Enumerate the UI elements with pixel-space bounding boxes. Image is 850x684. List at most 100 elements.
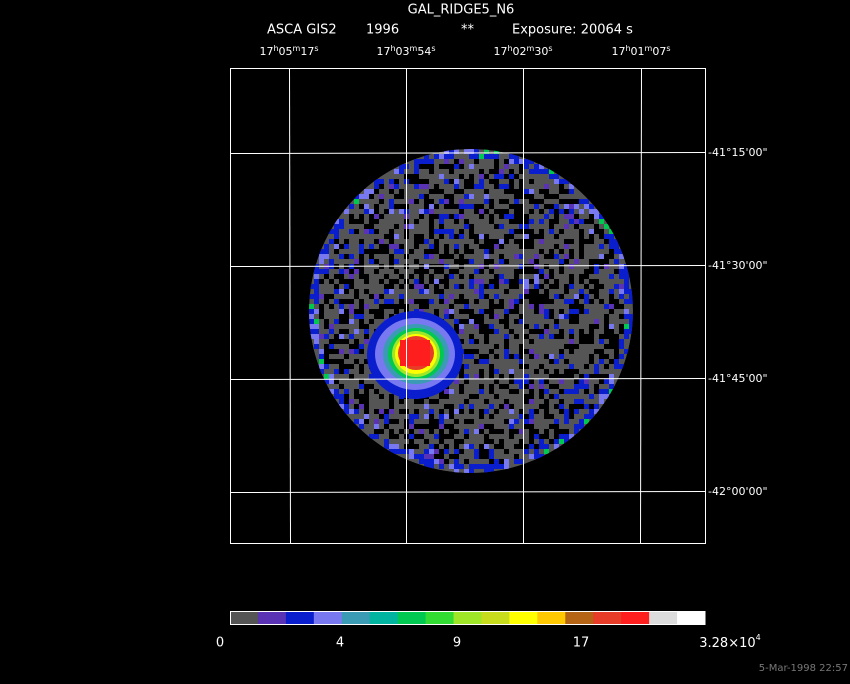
pixel xyxy=(519,269,524,274)
pixel xyxy=(619,294,624,299)
pixel xyxy=(364,414,369,419)
pixel xyxy=(519,384,524,389)
pixel xyxy=(484,454,489,459)
pixel xyxy=(559,429,564,434)
pixel xyxy=(539,364,544,369)
pixel xyxy=(414,269,419,274)
pixel xyxy=(459,389,464,394)
pixel xyxy=(424,304,429,309)
pixel xyxy=(364,204,369,209)
pixel xyxy=(484,249,489,254)
pixel xyxy=(614,334,619,339)
pixel xyxy=(509,389,514,394)
pixel xyxy=(414,169,419,174)
pixel xyxy=(589,219,594,224)
colorbar-label: 0 xyxy=(216,636,224,651)
pixel xyxy=(589,204,594,209)
pixel xyxy=(434,279,439,284)
pixel xyxy=(579,219,584,224)
pixel xyxy=(504,214,509,219)
pixel xyxy=(559,389,564,394)
pixel xyxy=(579,419,584,424)
pixel xyxy=(479,429,484,434)
pixel xyxy=(534,304,539,309)
pixel xyxy=(559,434,564,439)
pixel xyxy=(324,324,329,329)
pixel xyxy=(479,324,484,329)
pixel xyxy=(569,199,574,204)
pixel xyxy=(604,319,609,324)
pixel xyxy=(384,424,389,429)
pixel xyxy=(389,254,394,259)
pixel xyxy=(314,344,319,349)
pixel xyxy=(414,279,419,284)
pixel xyxy=(394,419,399,424)
pixel xyxy=(344,299,349,304)
pixel xyxy=(379,249,384,254)
pixel xyxy=(579,229,584,234)
pixel xyxy=(604,254,609,259)
pixel xyxy=(479,289,484,294)
pixel xyxy=(554,174,559,179)
pixel xyxy=(494,314,499,319)
pixel xyxy=(614,244,619,249)
pixel xyxy=(359,314,364,319)
pixel xyxy=(579,309,584,314)
pixel xyxy=(409,444,414,449)
pixel xyxy=(434,204,439,209)
pixel xyxy=(629,294,633,299)
pixel xyxy=(454,184,459,189)
pixel xyxy=(439,259,444,264)
pixel xyxy=(539,299,544,304)
pixel xyxy=(339,304,344,309)
pixel xyxy=(389,394,394,399)
pixel xyxy=(564,429,569,434)
pixel xyxy=(349,364,354,369)
pixel xyxy=(329,324,334,329)
pixel xyxy=(564,259,569,264)
pixel xyxy=(534,164,539,169)
pixel xyxy=(494,379,499,384)
pixel xyxy=(319,314,324,319)
pixel xyxy=(424,439,429,444)
pixel xyxy=(489,414,494,419)
pixel xyxy=(389,404,394,409)
pixel xyxy=(344,404,349,409)
pixel xyxy=(539,164,544,169)
pixel xyxy=(524,164,529,169)
pixel xyxy=(389,244,394,249)
pixel xyxy=(599,244,604,249)
pixel xyxy=(454,164,459,169)
pixel xyxy=(444,309,449,314)
pixel xyxy=(629,329,633,334)
pixel xyxy=(569,184,574,189)
pixel xyxy=(434,269,439,274)
pixel xyxy=(314,269,319,274)
pixel xyxy=(554,179,559,184)
pixel xyxy=(509,154,514,159)
bright-source xyxy=(367,311,463,399)
pixel xyxy=(514,254,519,259)
pixel xyxy=(594,259,599,264)
pixel xyxy=(354,269,359,274)
pixel xyxy=(429,429,434,434)
pixel xyxy=(619,274,624,279)
timestamp: 5-Mar-1998 22:57 xyxy=(759,663,848,674)
pixel xyxy=(474,279,479,284)
pixel xyxy=(559,209,564,214)
pixel xyxy=(314,329,319,334)
pixel xyxy=(454,234,459,239)
pixel xyxy=(504,339,509,344)
pixel xyxy=(514,429,519,434)
pixel xyxy=(544,204,549,209)
ra-value: 17 xyxy=(611,45,625,58)
pixel xyxy=(509,174,514,179)
pixel xyxy=(604,374,609,379)
pixel xyxy=(564,409,569,414)
dec-grid-line xyxy=(229,265,706,267)
pixel xyxy=(499,274,504,279)
pixel xyxy=(359,299,364,304)
pixel xyxy=(534,234,539,239)
pixel xyxy=(584,419,589,424)
pixel xyxy=(314,289,319,294)
